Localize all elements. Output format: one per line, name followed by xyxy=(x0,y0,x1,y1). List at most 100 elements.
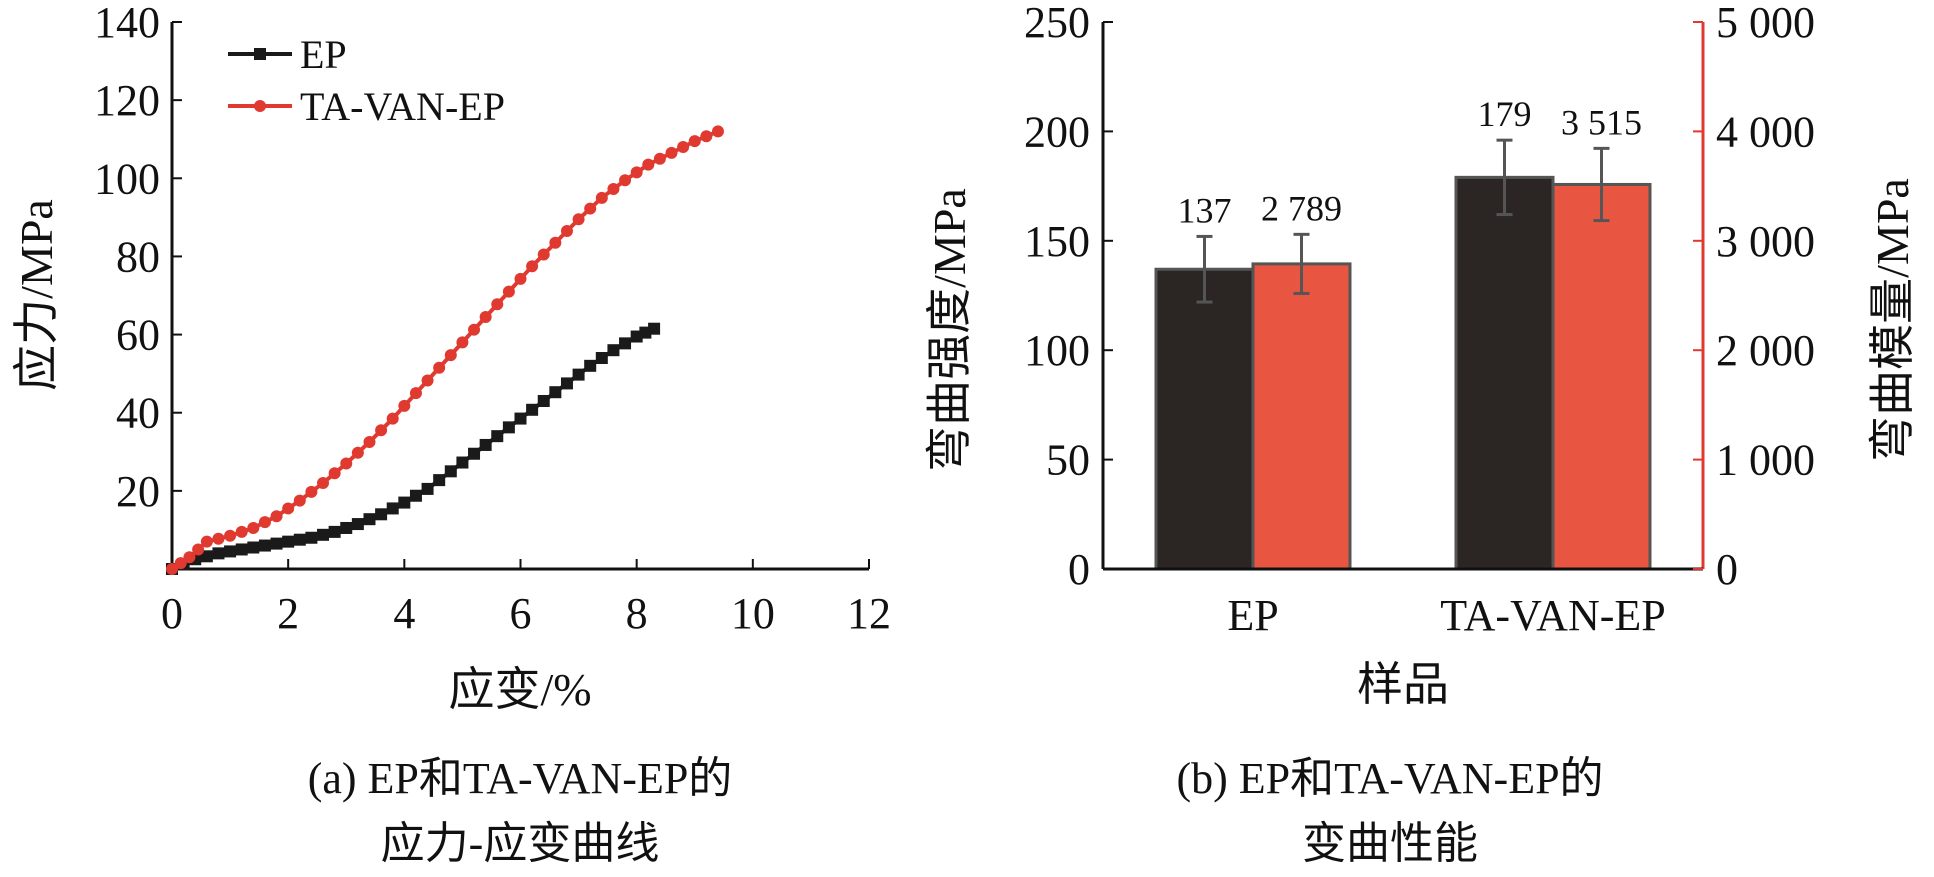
chart-a-y-tick-label: 140 xyxy=(94,0,160,47)
data-point-ep xyxy=(619,337,632,350)
chart-b-y-tick-label: 100 xyxy=(1024,326,1090,375)
data-point-ta-van-ep xyxy=(293,494,306,507)
data-point-ep xyxy=(305,531,318,544)
data-point-ep xyxy=(247,541,260,554)
legend-label-ep: EP xyxy=(300,32,347,77)
data-point-ta-van-ep xyxy=(549,236,562,249)
data-point-ta-van-ep xyxy=(468,323,481,336)
data-point-ta-van-ep xyxy=(409,387,422,400)
data-point-ta-van-ep xyxy=(526,260,539,273)
chart-b-caption-line1: (b) EP和TA-VAN-EP的 xyxy=(1176,754,1603,803)
data-point-ep xyxy=(479,438,492,451)
legend-label-ta-van-ep: TA-VAN-EP xyxy=(300,84,505,129)
data-point-ta-van-ep xyxy=(317,477,330,490)
data-point-ep xyxy=(258,539,271,552)
data-point-ep xyxy=(648,322,661,335)
legend-marker-ep xyxy=(254,48,266,60)
chart-a-caption-line1: (a) EP和TA-VAN-EP的 xyxy=(308,754,733,803)
data-point-ep xyxy=(270,537,283,550)
data-point-ta-van-ep xyxy=(572,213,585,226)
data-point-ta-van-ep xyxy=(340,457,353,470)
data-point-ep xyxy=(560,377,573,390)
data-point-ta-van-ep xyxy=(491,298,504,311)
data-point-ta-van-ep xyxy=(200,535,213,548)
chart-b-y-tick-label: 0 xyxy=(1068,545,1090,594)
data-point-ta-van-ep xyxy=(270,510,283,523)
chart-a-y-tick-label: 40 xyxy=(116,389,160,438)
data-point-ta-van-ep xyxy=(653,152,666,165)
chart-b-y2-axis-title: 弯曲模量/MPa xyxy=(1867,178,1918,462)
data-point-ep xyxy=(526,403,539,416)
data-point-ep xyxy=(421,482,434,495)
data-label-modulus: 2 789 xyxy=(1261,188,1342,228)
data-point-ta-van-ep xyxy=(433,361,446,374)
data-point-ta-van-ep xyxy=(711,125,724,138)
data-point-ep xyxy=(537,394,550,407)
data-point-ep xyxy=(549,386,562,399)
data-point-ta-van-ep xyxy=(456,336,469,349)
data-label-modulus: 3 515 xyxy=(1561,102,1642,142)
data-point-ep xyxy=(491,430,504,443)
chart-b-category-label: TA-VAN-EP xyxy=(1440,591,1665,640)
chart-b-y-tick-label: 200 xyxy=(1024,107,1090,156)
chart-b-y2-tick-label: 3 000 xyxy=(1716,217,1815,266)
legend-marker-ta-van-ep xyxy=(254,100,266,112)
data-point-ta-van-ep xyxy=(398,399,411,412)
chart-a-y-tick-label: 60 xyxy=(116,311,160,360)
chart-a-y-tick-label: 80 xyxy=(116,232,160,281)
data-point-ep xyxy=(502,421,515,434)
chart-b-y2-tick-label: 4 000 xyxy=(1716,107,1815,156)
data-point-ep xyxy=(456,456,469,469)
data-point-ep xyxy=(351,518,364,531)
data-point-ep xyxy=(409,489,422,502)
data-point-ep xyxy=(433,474,446,487)
chart-b-y-tick-label: 150 xyxy=(1024,217,1090,266)
data-point-ep xyxy=(282,535,295,548)
data-point-ep xyxy=(375,508,388,521)
chart-b-y2-tick-label: 0 xyxy=(1716,545,1738,594)
chart-b-flexural: 137 2 789 179 3 515 0 50 100 150 200 250 0 1 000 2… xyxy=(924,0,1918,868)
data-point-ta-van-ep xyxy=(700,130,713,143)
data-point-ep xyxy=(363,513,376,526)
chart-b-category-label: EP xyxy=(1227,591,1278,640)
data-point-ta-van-ep xyxy=(595,191,608,204)
data-point-ep xyxy=(340,521,353,534)
chart-a-y-axis-title: 应力/MPa xyxy=(11,199,62,391)
data-point-ta-van-ep xyxy=(212,532,225,545)
data-label-strength: 179 xyxy=(1478,94,1532,134)
series-line-ta-van-ep xyxy=(170,129,719,571)
data-point-ta-van-ep xyxy=(166,563,178,575)
chart-a-caption-line2: 应力-应变曲线 xyxy=(381,819,660,868)
chart-a-x-tick-label: 6 xyxy=(510,589,532,638)
data-point-ta-van-ep xyxy=(183,551,196,564)
chart-a-x-axis-title: 应变/% xyxy=(448,664,591,715)
data-point-ta-van-ep xyxy=(630,166,643,179)
data-point-ep xyxy=(224,545,237,558)
data-point-ta-van-ep xyxy=(421,374,434,387)
data-point-ep xyxy=(514,412,527,425)
data-point-ta-van-ep xyxy=(665,146,678,159)
data-point-ep xyxy=(607,344,620,357)
chart-a-y-tick-label: 120 xyxy=(94,76,160,125)
data-point-ep xyxy=(398,496,411,509)
data-point-ta-van-ep xyxy=(502,285,515,298)
data-point-ta-van-ep xyxy=(642,158,655,171)
data-point-ta-van-ep xyxy=(514,272,527,285)
data-point-ep xyxy=(293,533,306,546)
chart-a-x-tick-label: 12 xyxy=(847,589,891,638)
chart-a-legend: EP TA-VAN-EP xyxy=(228,32,505,129)
data-point-ta-van-ep xyxy=(235,525,248,538)
data-point-ta-van-ep xyxy=(607,183,620,196)
data-point-ep xyxy=(386,502,399,515)
data-point-ta-van-ep xyxy=(584,202,597,215)
chart-b-caption-line2: 变曲性能 xyxy=(1302,819,1478,868)
bar-strength xyxy=(1154,267,1255,571)
data-point-ep xyxy=(328,525,341,538)
bar-modulus xyxy=(1251,262,1352,571)
data-point-ta-van-ep xyxy=(444,349,457,362)
data-point-ta-van-ep xyxy=(174,557,187,570)
data-point-ep xyxy=(595,352,608,365)
chart-b-y-axis-title: 弯曲强度/MPa xyxy=(924,188,975,472)
